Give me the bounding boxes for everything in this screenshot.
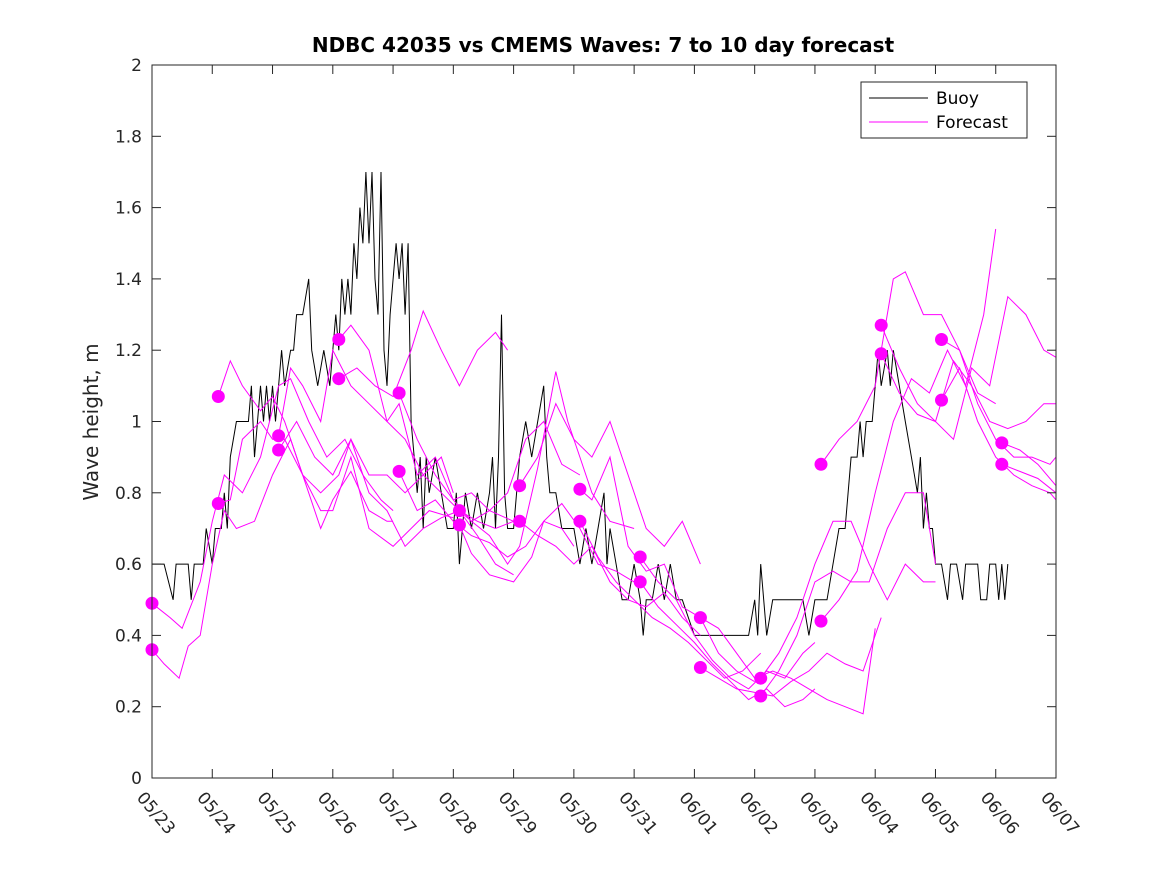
forecast-start-marker-2 xyxy=(211,390,225,403)
y-tick-label: 0.2 xyxy=(115,698,142,718)
forecast-run-line-7 xyxy=(338,309,509,398)
forecast-run-line-16 xyxy=(639,556,816,690)
x-tick-label: 05/29 xyxy=(494,788,541,838)
forecast-start-marker-18 xyxy=(693,611,707,625)
forecast-start-marker-17 xyxy=(633,575,647,589)
forecast-run-line-0 xyxy=(151,377,394,630)
forecast-start-marker-9 xyxy=(392,464,406,478)
forecast-start-marker-26 xyxy=(935,333,948,346)
x-tick-label: 05/27 xyxy=(373,788,420,838)
forecast-run-line-18 xyxy=(700,617,876,715)
forecast-start-marker-8 xyxy=(392,386,406,400)
y-tick-label: 1.6 xyxy=(115,199,142,219)
y-tick-label: 0.6 xyxy=(115,555,142,575)
forecast-run-line-29 xyxy=(1001,463,1057,494)
forecast-run-line-14 xyxy=(579,455,755,683)
x-tick-label: 05/31 xyxy=(614,788,661,838)
y-tick-label: 0.4 xyxy=(115,626,142,646)
forecast-start-marker-25 xyxy=(874,347,888,361)
x-tick-label: 06/01 xyxy=(675,788,722,838)
forecast-run-line-23 xyxy=(820,228,997,622)
forecast-start-marker-7 xyxy=(332,372,346,386)
forecast-run-line-2 xyxy=(217,359,454,547)
forecast-start-marker-3 xyxy=(211,497,225,510)
forecast-start-marker-27 xyxy=(935,393,948,407)
plot-data xyxy=(145,171,1057,715)
legend: Buoy Forecast xyxy=(860,81,1028,139)
forecast-run-line-9 xyxy=(398,471,575,558)
forecast-start-marker-14 xyxy=(573,482,587,496)
x-tick-label: 06/06 xyxy=(976,788,1023,838)
y-tick-label: 0.8 xyxy=(115,484,142,504)
y-axis-label: Wave height, m xyxy=(79,343,103,500)
x-tick-label: 06/04 xyxy=(855,788,902,838)
forecast-run-line-6 xyxy=(338,324,514,530)
forecast-start-marker-5 xyxy=(272,443,286,457)
x-tick-label: 06/03 xyxy=(795,788,842,838)
forecast-start-marker-10 xyxy=(452,504,466,518)
plot-frame xyxy=(151,64,1057,779)
forecast-run-line-1 xyxy=(151,438,394,680)
chart-title: NDBC 42035 vs CMEMS Waves: 7 to 10 day f… xyxy=(312,33,895,57)
forecast-run-line-28 xyxy=(1001,442,1057,487)
forecast-run-line-11 xyxy=(458,502,635,583)
y-tick-label: 1.4 xyxy=(115,270,142,290)
forecast-start-marker-12 xyxy=(513,479,527,493)
forecast-run-line-17 xyxy=(639,581,816,708)
forecast-start-marker-20 xyxy=(754,671,768,685)
forecast-run-line-10 xyxy=(459,371,635,566)
y-tick-label: 1 xyxy=(131,413,142,433)
x-tick-label: 05/28 xyxy=(434,788,481,838)
forecast-start-marker-24 xyxy=(874,318,888,332)
x-tick-label: 05/25 xyxy=(253,788,300,838)
forecast-start-marker-4 xyxy=(272,429,286,443)
forecast-start-marker-13 xyxy=(513,514,527,528)
forecast-start-marker-16 xyxy=(633,550,647,564)
forecast-start-marker-15 xyxy=(573,514,587,528)
forecast-run-line-20 xyxy=(760,520,936,679)
forecast-run-line-25 xyxy=(880,295,1057,441)
forecast-start-marker-22 xyxy=(814,457,828,471)
x-tick-label: 06/05 xyxy=(916,788,963,838)
axes: 0 0.2 0.4 0.6 0.8 1 1.2 1.4 1.6 1.8 2 05/23 05/24 05/… xyxy=(115,56,1083,839)
forecast-start-marker-6 xyxy=(332,333,346,346)
y-tick-label: 1.2 xyxy=(115,341,142,361)
y-tick-label: 2 xyxy=(131,56,142,76)
x-tick-label: 06/07 xyxy=(1036,788,1083,838)
forecast-start-marker-23 xyxy=(814,614,828,628)
forecast-start-marker-28 xyxy=(995,436,1009,450)
legend-forecast-label: Forecast xyxy=(936,113,1008,133)
legend-buoy-label: Buoy xyxy=(936,89,979,109)
buoy-series-line xyxy=(152,171,1009,636)
forecast-run-line-12 xyxy=(519,402,701,565)
x-tick-label: 05/30 xyxy=(554,788,601,838)
forecast-start-marker-19 xyxy=(693,661,707,674)
forecast-run-line-5 xyxy=(278,420,514,576)
legend-box xyxy=(860,81,1028,139)
x-tick-label: 06/02 xyxy=(735,788,782,838)
forecast-start-marker-29 xyxy=(995,457,1009,471)
forecast-run-line-27 xyxy=(941,366,1057,501)
forecast-run-line-15 xyxy=(579,521,762,679)
forecast-run-line-3 xyxy=(218,420,454,504)
forecast-run-line-13 xyxy=(519,520,701,636)
y-tick-label: 1.8 xyxy=(115,127,142,147)
x-tick-label: 05/24 xyxy=(192,788,239,838)
forecast-run-line-8 xyxy=(398,392,581,522)
x-tick-label: 05/26 xyxy=(313,788,360,838)
forecast-start-marker-11 xyxy=(452,518,466,532)
forecast-run-line-19 xyxy=(700,617,882,697)
forecast-start-marker-21 xyxy=(754,689,768,703)
y-tick-label: 0 xyxy=(131,769,142,789)
forecast-run-line-22 xyxy=(820,271,996,465)
x-tick-label: 05/23 xyxy=(132,788,179,838)
forecast-run-line-21 xyxy=(760,492,936,697)
